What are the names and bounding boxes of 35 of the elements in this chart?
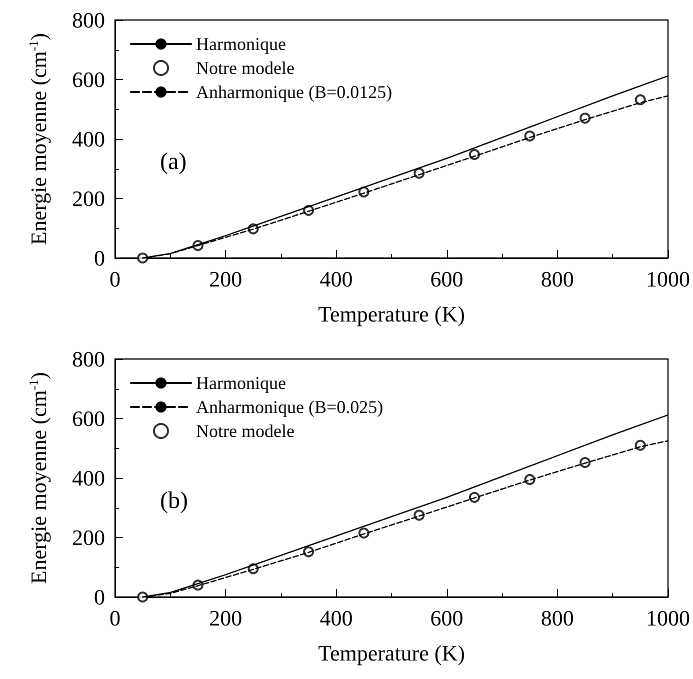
- annotation: (b): [160, 488, 188, 514]
- x-tick-label: 1000: [646, 606, 690, 630]
- legend-label: Notre modele: [196, 421, 294, 441]
- legend-label: Harmonique: [196, 373, 286, 393]
- legend-label: Anharmonique (B=0.025): [196, 397, 384, 417]
- legend-label: Harmonique: [196, 34, 286, 54]
- x-tick-label: 0: [110, 606, 120, 630]
- y-axis-title: Energie moyenne (cm-1): [26, 32, 51, 246]
- x-axis-title: Temperature (K): [318, 302, 465, 326]
- y-tick-label: 0: [94, 246, 105, 270]
- x-tick-label: 600: [430, 266, 464, 292]
- legend-label: Notre modele: [196, 58, 294, 78]
- y-tick-label: 400: [72, 126, 105, 152]
- point: [634, 94, 646, 106]
- x-tick-label: 400: [320, 266, 353, 292]
- annotation: (a): [160, 149, 187, 175]
- y-tick-label: 200: [72, 186, 105, 211]
- x-tick-label: 0: [110, 266, 120, 292]
- x-tick-label: 800: [540, 606, 574, 630]
- y-tick-label: 600: [72, 406, 105, 431]
- x-tick-label: 800: [540, 266, 574, 292]
- x-tick-label: 400: [320, 606, 353, 630]
- y-tick-label: 600: [72, 67, 105, 92]
- x-tick-label: 200: [209, 606, 242, 630]
- y-axis-title: Energie moyenne (cm-1): [26, 372, 51, 584]
- y-tick-label: 400: [72, 466, 105, 490]
- y-tick-label: 800: [72, 346, 105, 372]
- y-tick-label: 800: [72, 8, 105, 32]
- legend-label: Anharmonique (B=0.0125): [196, 82, 392, 102]
- y-tick-label: 0: [94, 584, 105, 610]
- y-tick-label: 200: [72, 525, 105, 550]
- x-tick-label: 600: [430, 606, 464, 630]
- x-tick-label: 1000: [646, 266, 690, 292]
- x-axis-title: Temperature (K): [318, 640, 465, 666]
- x-tick-label: 200: [209, 266, 242, 292]
